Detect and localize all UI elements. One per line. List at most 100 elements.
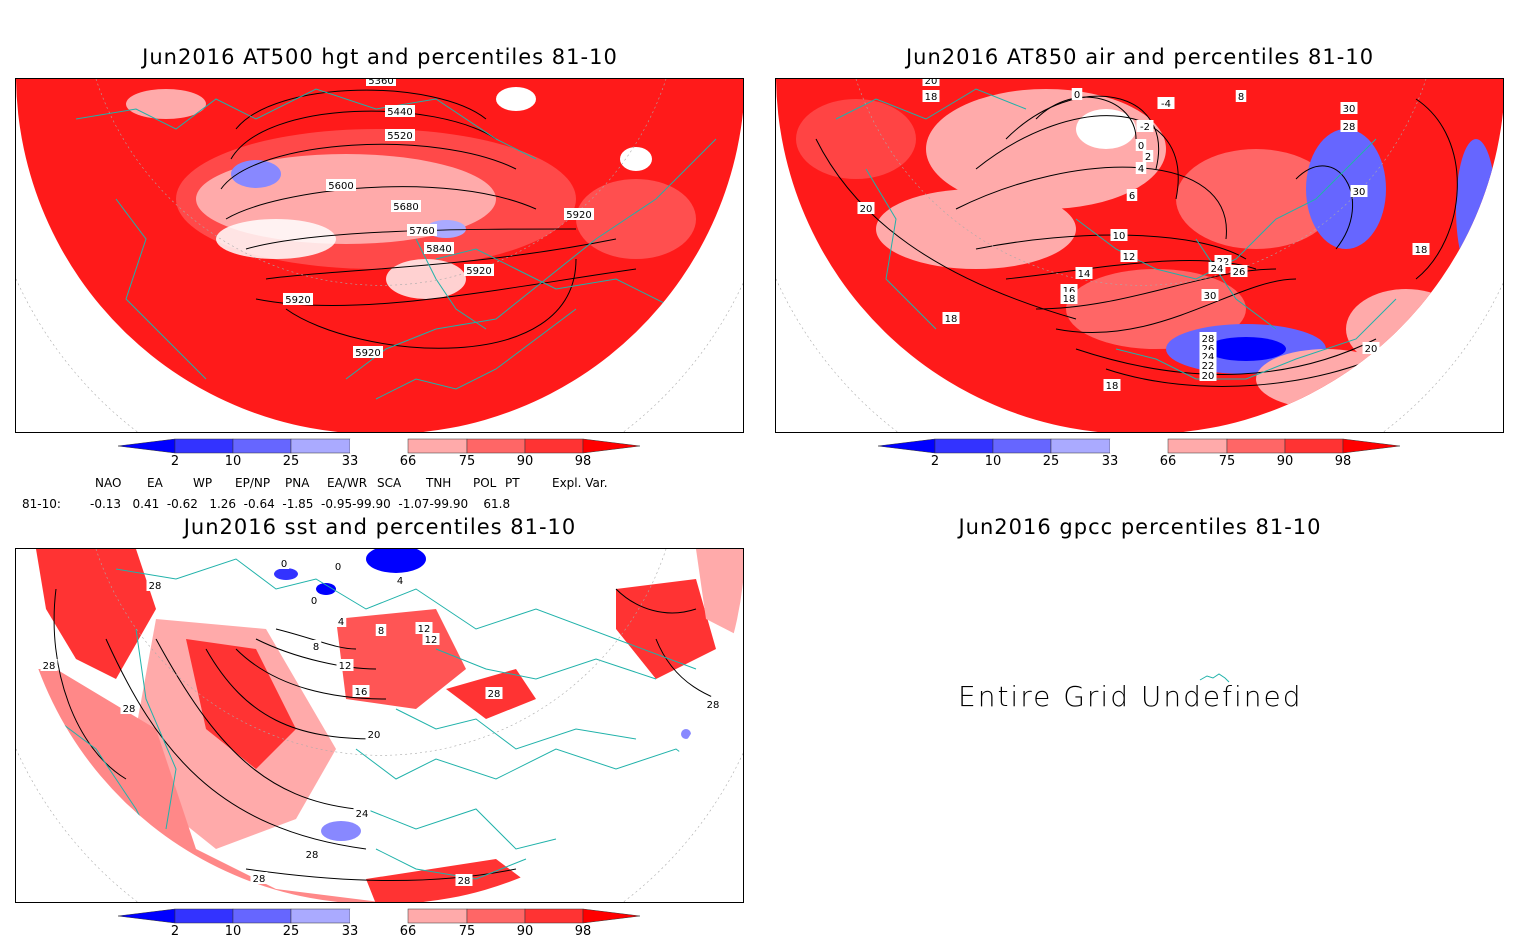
contour-label-box (120, 702, 138, 714)
contour-label-box (352, 685, 370, 697)
contour-label-box (310, 640, 322, 652)
contour-label-box (366, 79, 396, 86)
contour-label: 0 (281, 559, 287, 570)
contour-label-box (353, 346, 383, 358)
contour-label-box (283, 293, 313, 305)
colorbar-swatch (407, 438, 468, 454)
contour-label: 30 (1204, 291, 1217, 302)
contour-label-box (1235, 90, 1247, 102)
contour-label: 8 (378, 626, 384, 637)
contour-label: 28 (1343, 122, 1356, 133)
colorbar-swatch (466, 438, 526, 454)
teleconnection-header: PT (505, 476, 520, 490)
teleconnection-row-label: 81-10: (22, 497, 61, 511)
contour-label-box (1142, 150, 1154, 162)
colorbar-swatch (232, 908, 292, 924)
colorbar-swatch (1110, 439, 1168, 453)
colorbar-tick-label: 2 (171, 924, 179, 938)
contour-label-box (455, 874, 473, 886)
contour-label-box (303, 848, 321, 860)
sst-map (16, 549, 743, 902)
colorbar-tick-label: 25 (283, 454, 300, 468)
contour-label-box (1135, 139, 1147, 151)
contour-label-box (1075, 267, 1093, 279)
contour-label-box (278, 557, 290, 569)
contour-label: 5840 (426, 244, 451, 255)
contour-label: 18 (945, 314, 958, 325)
contour-label: 24 (356, 809, 369, 820)
contour-label-box (332, 560, 344, 572)
contour-label: 28 (488, 689, 501, 700)
contour-label-box (1362, 342, 1380, 354)
contour-label-box (394, 574, 406, 586)
contour-label-box (704, 698, 722, 710)
contour-label: 0 (1138, 141, 1144, 152)
contour-label: 6 (1129, 191, 1135, 202)
colorbar-swatch (290, 438, 351, 454)
contour-label: 20 (1202, 371, 1215, 382)
teleconnection-header: NAO (95, 476, 122, 490)
contour-label: 20 (860, 204, 873, 215)
contour-label-box (1126, 189, 1138, 201)
colorbar-tick-label: 66 (400, 454, 417, 468)
colorbar-swatch (582, 908, 641, 924)
contour-label-box (1071, 88, 1083, 100)
contour-label-box (326, 179, 356, 191)
contour-label-box (40, 659, 58, 671)
teleconnection-header: PNA (285, 476, 310, 490)
contour-label-box (1208, 262, 1226, 274)
contour-label: -4 (1161, 99, 1171, 110)
contour-label-box (1412, 243, 1430, 255)
contour-label-box (1157, 97, 1175, 109)
colorbar-swatch (934, 438, 994, 454)
colorbar-tick-label: 10 (225, 924, 242, 938)
contour-label-box (1110, 229, 1128, 241)
teleconnection-values: -0.13 0.41 -0.62 1.26 -0.64 -1.85 -0.95-… (90, 497, 511, 511)
contour-label: 16 (355, 687, 368, 698)
contour-label: 0 (335, 562, 341, 573)
teleconnection-headers: NAO EA WP EP/NP PNA EA/WR SCA TNH POL PT Expl. Var… (95, 476, 665, 492)
colorbar-tick-label: 75 (459, 924, 476, 938)
contour-label-box (857, 202, 875, 214)
contour-label-box (250, 872, 268, 884)
air-map (776, 79, 1503, 432)
contour-label-box (1350, 185, 1368, 197)
air-panel-title: Jun2016 AT850 air and percentiles 81-10 (905, 45, 1375, 69)
colorbar-swatch (117, 438, 176, 454)
teleconnection-header: Expl. Var. (552, 476, 608, 490)
contour-label-box (353, 807, 371, 819)
colorbar-swatch (232, 438, 292, 454)
contour-label-box (942, 312, 960, 324)
teleconnection-header: POL (473, 476, 497, 490)
contour-label: 12 (425, 635, 438, 646)
contour-label-box (424, 242, 454, 254)
air-contour-labels: 20180-48-2283002463020101222242614161830… (857, 79, 1430, 392)
air-colorbar: 2 10 25 33 66 75 90 98 (877, 438, 1401, 468)
colorbar-tick-label: 10 (985, 454, 1002, 468)
teleconnection-header: EA/WR (327, 476, 368, 490)
contour-label: 28 (149, 581, 162, 592)
contour-label: 0 (311, 596, 317, 607)
hgt-contour-labels: 5360 5440 5520 5600 5680 5760 5840 5920 5920 5920… (283, 79, 594, 359)
contour-label-box (407, 224, 437, 236)
teleconnection-header: SCA (377, 476, 402, 490)
contour-label: 18 (1063, 294, 1076, 305)
colorbar-tick-label: 66 (400, 924, 417, 938)
contour-label: 5760 (409, 226, 434, 237)
contour-label: 28 (306, 850, 319, 861)
colorbar-swatch (350, 439, 408, 453)
sst-map-panel: 28 0 0 0 4 4 8 12 12 8 12 16 20 24 28 28 28 28 28 28 28 (15, 548, 744, 903)
contour-label: 28 (458, 876, 471, 887)
contour-label: 28 (43, 661, 56, 672)
contour-label: 18 (925, 92, 938, 103)
contour-label: 12 (418, 624, 431, 635)
colorbar-swatch (174, 908, 234, 924)
contour-label: 10 (1113, 231, 1126, 242)
hgt-colorbar: 2 10 25 33 66 75 90 98 (117, 438, 641, 468)
contour-label: 22 (1202, 361, 1215, 372)
contour-label-box (415, 622, 433, 634)
colorbar-tick-label: 33 (342, 924, 359, 938)
contour-label: 5680 (393, 202, 418, 213)
colorbar-tick-label: 98 (575, 924, 592, 938)
contour-label: 5920 (355, 348, 380, 359)
